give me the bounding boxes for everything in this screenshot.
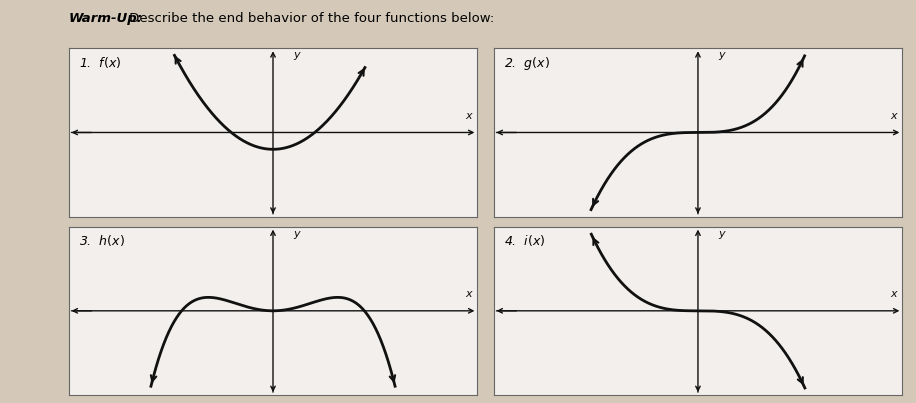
Text: $y$: $y$ — [718, 50, 727, 62]
Text: $y$: $y$ — [293, 50, 302, 62]
Text: $x$: $x$ — [890, 289, 900, 299]
Text: $y$: $y$ — [718, 229, 727, 241]
Text: 1.  $f(x)$: 1. $f(x)$ — [79, 55, 121, 70]
Text: 4.  $i(x)$: 4. $i(x)$ — [504, 233, 545, 248]
Text: $x$: $x$ — [890, 111, 900, 121]
Text: Warm-Up:: Warm-Up: — [69, 12, 143, 25]
Text: $x$: $x$ — [465, 289, 474, 299]
Text: 3.  $h(x)$: 3. $h(x)$ — [79, 233, 125, 248]
Text: $y$: $y$ — [293, 229, 302, 241]
Text: $x$: $x$ — [465, 111, 474, 121]
Text: Describe the end behavior of the four functions below:: Describe the end behavior of the four fu… — [125, 12, 495, 25]
Text: 2.  $g(x)$: 2. $g(x)$ — [504, 55, 550, 72]
